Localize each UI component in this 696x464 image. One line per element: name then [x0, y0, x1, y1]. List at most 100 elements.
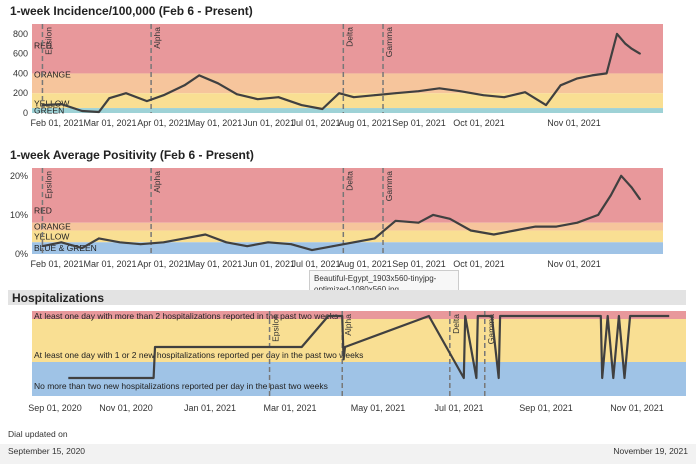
data-point [60, 241, 63, 244]
chart1-title: 1-week Incidence/100,000 (Feb 6 - Presen… [10, 4, 253, 18]
data-point [492, 233, 495, 236]
y-tick-label: 800 [13, 29, 28, 39]
data-point [616, 32, 618, 35]
data-point [609, 194, 612, 197]
data-point [438, 87, 441, 90]
data-point [217, 82, 219, 85]
band-label-orange: ORANGE [34, 222, 71, 232]
data-point [290, 243, 292, 246]
data-point [534, 225, 537, 228]
band-red [32, 311, 686, 319]
data-point [394, 219, 397, 222]
variant-label-delta: Delta [344, 27, 354, 47]
data-point [639, 198, 641, 201]
data-point [321, 108, 324, 110]
band-label-red: RED [34, 41, 52, 51]
band-red [32, 168, 663, 223]
data-point [394, 92, 397, 95]
x-tick-label: Apr 01, 2021 [137, 259, 189, 269]
data-point [139, 243, 142, 246]
variant-label-gamma: Gamma [384, 27, 394, 58]
data-point [597, 214, 600, 216]
data-point [108, 97, 111, 100]
data-point [373, 94, 376, 97]
x-tick-label: Sep 01, 2021 [392, 118, 446, 128]
variant-label-epsilon: Epsilon [271, 314, 281, 342]
x-tick-label: Jun 01, 2021 [243, 118, 295, 128]
chart3-title: Hospitalizations [12, 291, 105, 305]
x-tick-label: Sep 01, 2021 [392, 259, 446, 269]
hospitalizations-chart: At least one day with more than 2 hospit… [28, 311, 686, 413]
data-point [146, 100, 148, 103]
x-tick-label: Sep 01, 2021 [519, 403, 573, 413]
band-label-yellow: YELLOW [34, 231, 69, 241]
variant-label-alpha: Alpha [152, 27, 162, 49]
x-tick-label: Aug 01, 2021 [338, 118, 392, 128]
data-point [503, 96, 506, 99]
date-slider-bar[interactable] [0, 444, 696, 464]
data-point [591, 74, 593, 77]
data-point [620, 174, 623, 177]
data-point [81, 110, 84, 112]
data-point [605, 72, 608, 75]
x-tick-label: Nov 01, 2021 [610, 403, 664, 413]
band-label-mid: At least one day with 1 or 2 new hospita… [34, 350, 363, 360]
variant-label-delta: Delta [344, 171, 354, 191]
data-point [267, 241, 270, 244]
x-tick-label: Jul 01, 2021 [291, 118, 340, 128]
data-point [448, 217, 451, 220]
data-point [524, 91, 526, 94]
data-point [125, 92, 127, 95]
x-tick-label: Feb 01, 2021 [30, 259, 83, 269]
data-point [482, 94, 485, 97]
data-point [459, 90, 462, 93]
data-point [97, 237, 100, 240]
x-tick-label: Mar 01, 2021 [83, 118, 136, 128]
data-point [630, 47, 633, 50]
x-tick-label: Nov 01, 2021 [547, 118, 601, 128]
data-point [246, 245, 249, 248]
band-label-green: GREEN [34, 106, 64, 116]
band-orange [32, 222, 663, 231]
data-point [60, 103, 63, 105]
x-tick-label: May 01, 2021 [188, 259, 243, 269]
band-yellow [32, 230, 663, 243]
x-tick-label: Aug 01, 2021 [338, 259, 392, 269]
data-point [352, 241, 355, 244]
x-tick-label: Nov 01, 2020 [99, 403, 153, 413]
hospitalizations-header: Hospitalizations [8, 290, 686, 305]
data-point [198, 74, 201, 77]
data-point [300, 104, 303, 106]
variant-label-delta: Delta [451, 314, 461, 334]
data-point [162, 241, 165, 244]
data-point [559, 84, 562, 87]
data-point [183, 84, 186, 87]
data-point [183, 237, 186, 240]
x-tick-label: Mar 01, 2021 [263, 403, 316, 413]
y-tick-label: 600 [13, 49, 28, 59]
variant-label-alpha: Alpha [343, 314, 353, 336]
variant-label-gamma: Gamma [384, 171, 394, 202]
y-tick-label: 0 [23, 108, 28, 118]
data-point [41, 104, 44, 106]
band-label-low: No more than two new hospitalizations re… [34, 381, 328, 391]
dial-updated-label: Dial updated on [8, 429, 68, 439]
x-tick-label: Jul 01, 2021 [434, 403, 483, 413]
chart2-title: 1-week Average Positivity (Feb 6 - Prese… [10, 148, 254, 162]
data-point [331, 245, 334, 248]
data-point [513, 229, 516, 232]
y-tick-label: 10% [10, 210, 28, 220]
data-point [225, 241, 228, 244]
x-tick-label: Oct 01, 2021 [453, 259, 505, 269]
data-point [576, 77, 579, 80]
data-point [417, 90, 420, 93]
data-point [417, 221, 420, 224]
data-point [545, 104, 547, 106]
series-line [42, 174, 641, 252]
data-point [576, 221, 579, 224]
band-bluegreen [32, 242, 663, 254]
data-point [311, 249, 313, 251]
band-green [32, 108, 663, 113]
series-line [68, 314, 670, 380]
data-point [81, 247, 84, 250]
